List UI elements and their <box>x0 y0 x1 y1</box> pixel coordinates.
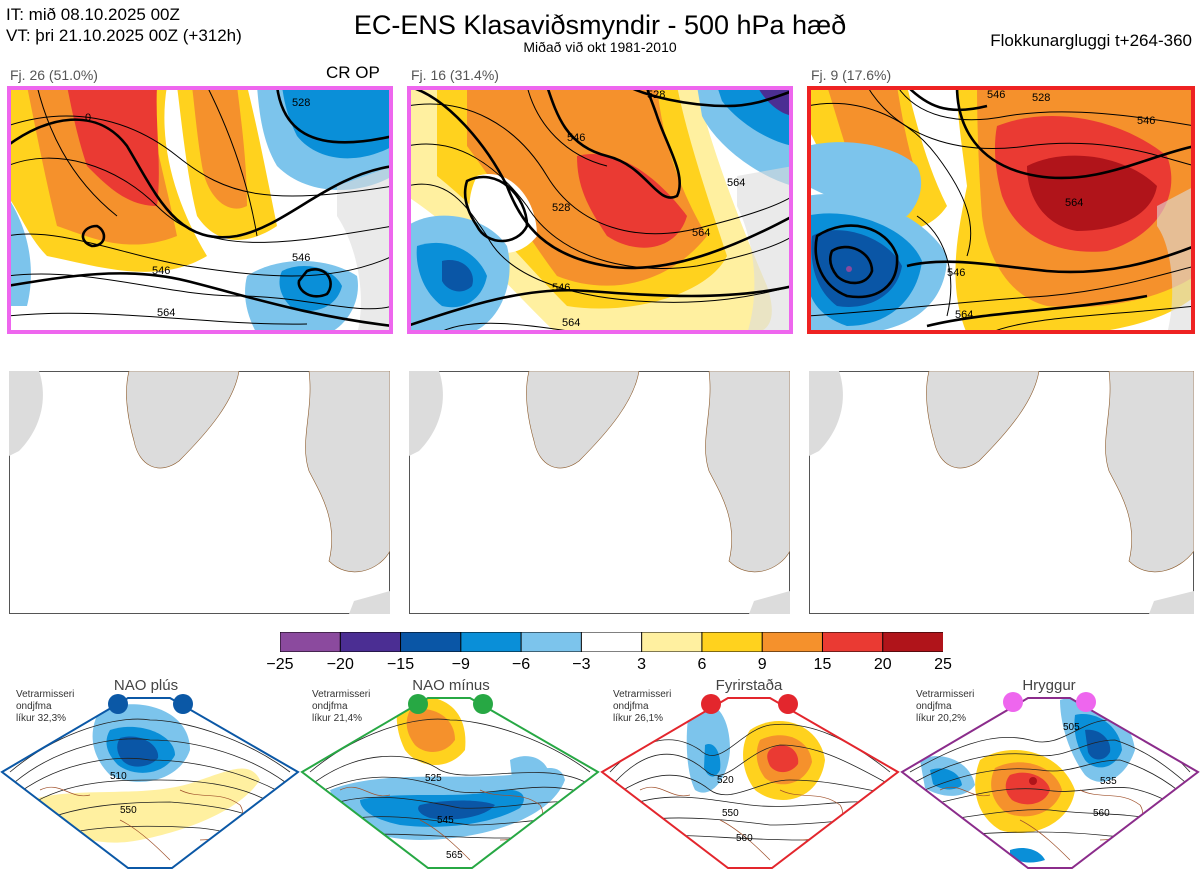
contour-label: 560 <box>1093 808 1110 819</box>
cluster-3-frame <box>807 86 1195 334</box>
contour-label: 535 <box>1100 776 1117 787</box>
cluster-1-label: Fj. 26 (51.0%) <box>10 67 98 83</box>
regime-4-note: Vetrarmisseri ondjfma líkur 20,2% <box>916 689 975 724</box>
regime-nao-plus-map: 510 550 <box>0 690 300 871</box>
contour-label: 510 <box>110 771 127 782</box>
colorbar-swatch <box>701 631 764 653</box>
colorbar-swatch <box>761 631 824 653</box>
colorbar-tick-label: −25 <box>266 656 294 673</box>
cluster-1-tag: CR OP <box>326 63 380 82</box>
contour-label: 564 <box>562 317 580 329</box>
colorbar-tick-label: −9 <box>451 656 470 673</box>
regime-blocking-map: 520 550 560 <box>600 690 900 871</box>
contour-label: 546 <box>552 282 570 294</box>
regime-ridge-map: 505 535 560 <box>900 690 1200 871</box>
cluster-2-frame <box>407 86 793 334</box>
contour-label: 564 <box>727 177 745 189</box>
regime-2-note: Vetrarmisseri ondjfma líkur 21,4% <box>312 689 371 724</box>
contour-label: 545 <box>437 815 454 826</box>
colorbar-swatch <box>400 631 462 653</box>
empty-map-1 <box>9 371 390 614</box>
regime-4-title: Hryggur <box>1022 677 1076 694</box>
contour-label: 564 <box>157 307 175 319</box>
contour-label: 546 <box>947 267 965 279</box>
colorbar-tick-label: 15 <box>813 656 832 673</box>
contour-label: 560 <box>736 833 753 844</box>
classification-window: Flokkunargluggi t+264-360 <box>990 31 1192 50</box>
colorbar-swatch <box>279 631 342 653</box>
contour-label: 525 <box>425 773 442 784</box>
empty-map-2 <box>409 371 790 614</box>
colorbar-tick-label: 3 <box>637 656 647 673</box>
colorbar-tick-label: −15 <box>386 656 415 673</box>
contour-label: 528 <box>1032 92 1050 104</box>
contour-label: 564 <box>1065 197 1083 209</box>
regime-1-note: Vetrarmisseri ondjfma líkur 32,3% <box>16 689 75 724</box>
valid-time: VT: þri 21.10.2025 00Z (+312h) <box>6 26 242 45</box>
contour-label: 550 <box>120 805 137 816</box>
contour-label: 520 <box>717 775 734 786</box>
chart-subtitle: Miðað við okt 1981-2010 <box>523 39 677 55</box>
initial-time: IT: mið 08.10.2025 00Z <box>6 5 180 24</box>
regime-nao-minus-map: 525 545 565 <box>300 690 600 871</box>
colorbar-swatch <box>641 631 703 653</box>
cluster-3-map: 546 528 546 546 564 564 <box>807 86 1195 334</box>
contour-label: 528 <box>552 202 570 214</box>
chart-title: EC-ENS Klasaviðsmyndir - 500 hPa hæð <box>353 10 847 40</box>
forecast-times: IT: mið 08.10.2025 00Z VT: þri 21.10.202… <box>6 4 242 46</box>
contour-label: 550 <box>722 808 739 819</box>
cluster-2-label: Fj. 16 (31.4%) <box>411 67 499 83</box>
cluster-1-map: 546 564 546 528 0 <box>7 86 393 334</box>
colorbar-swatch <box>882 631 944 653</box>
contour-label: 0 <box>85 112 91 124</box>
contour-label: 546 <box>292 252 310 264</box>
empty-map-3 <box>809 371 1194 614</box>
colorbar-tick-label: 25 <box>934 656 952 673</box>
contour-label: 546 <box>987 89 1005 101</box>
colorbar-swatch <box>520 631 583 653</box>
contour-label: 528 <box>647 89 665 101</box>
contour-label: 565 <box>446 850 463 861</box>
cluster-1-frame <box>7 86 393 334</box>
cluster-3-label: Fj. 9 (17.6%) <box>811 67 892 83</box>
colorbar-tick-label: −6 <box>511 656 531 673</box>
colorbar <box>279 631 944 653</box>
regime-3-title: Fyrirstaða <box>715 677 783 694</box>
colorbar-swatch <box>339 631 402 653</box>
colorbar-swatch <box>580 631 643 653</box>
contour-label: 546 <box>567 132 585 144</box>
regime-1-title: NAO plús <box>113 677 179 694</box>
contour-label: 528 <box>292 97 310 109</box>
colorbar-tick-label: −3 <box>572 656 591 673</box>
colorbar-swatch <box>821 631 884 653</box>
regime-3-note: Vetrarmisseri ondjfma líkur 26,1% <box>613 689 672 724</box>
colorbar-tick-label: −20 <box>326 656 354 673</box>
colorbar-tick-label: 6 <box>697 656 707 673</box>
contour-label: 546 <box>1137 115 1155 127</box>
colorbar-swatch <box>460 631 523 653</box>
cluster-2-map: 528 546 528 564 546 564 564 <box>407 86 793 334</box>
contour-label: 564 <box>692 227 710 239</box>
contour-label: 564 <box>955 309 973 321</box>
regime-2-title: NAO mínus <box>412 677 490 694</box>
contour-label: 546 <box>152 265 170 277</box>
colorbar-tick-label: 9 <box>757 656 767 673</box>
colorbar-tick-label: 20 <box>873 656 892 673</box>
contour-label: 505 <box>1063 722 1080 733</box>
